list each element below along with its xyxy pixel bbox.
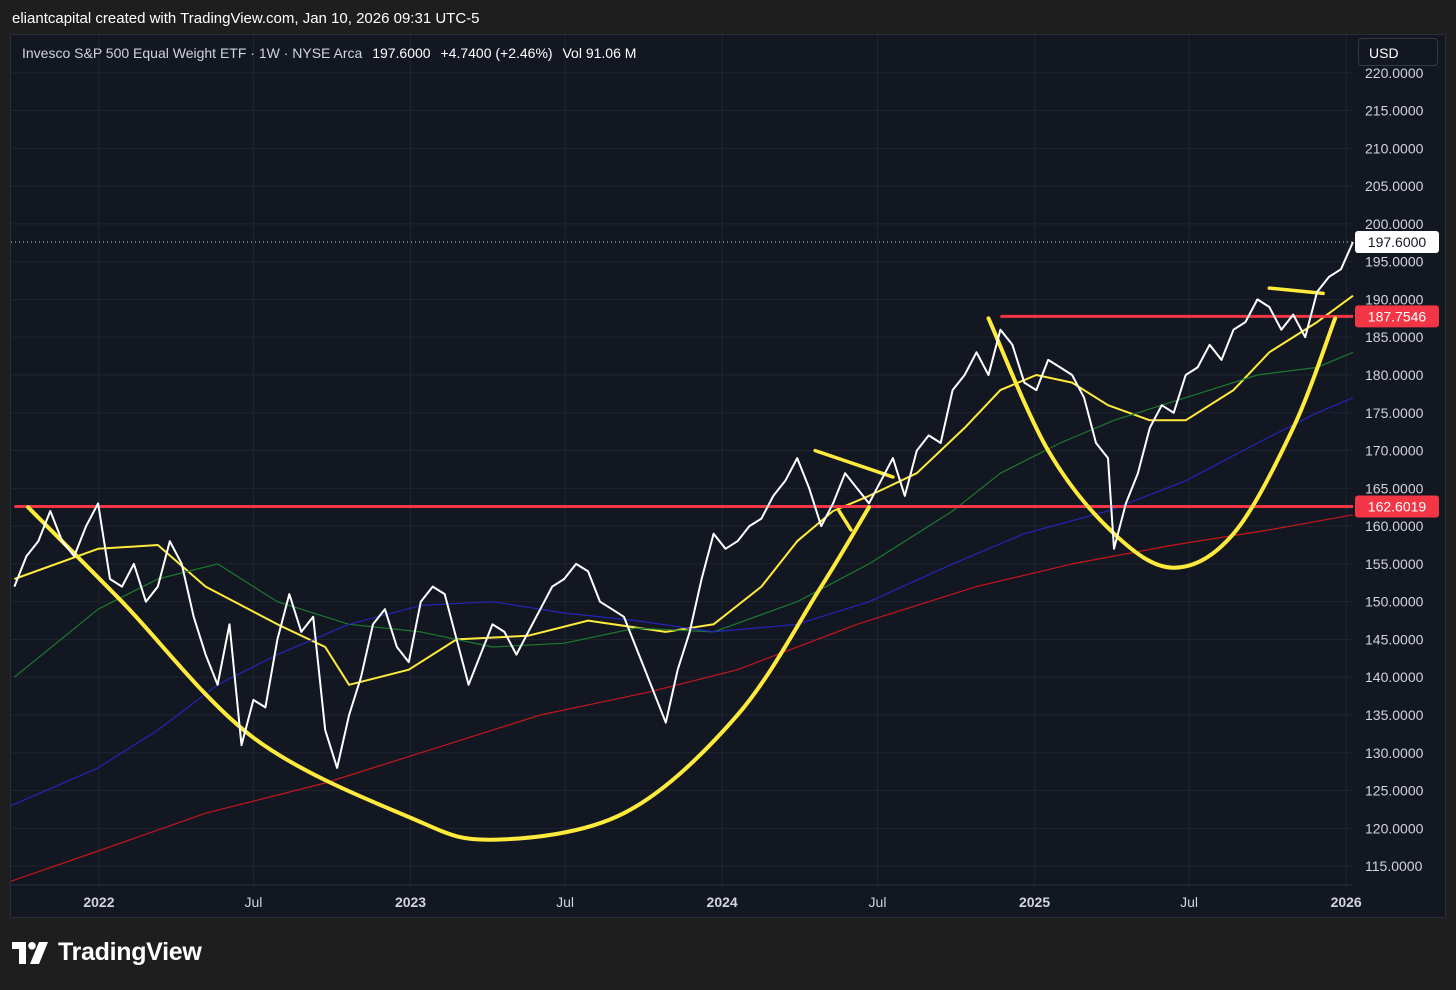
trend-segment-drawing — [1267, 286, 1325, 296]
tradingview-logo-icon — [12, 941, 48, 964]
y-tick-label: 200.0000 — [1365, 216, 1424, 232]
resistance-price-badge — [1355, 495, 1439, 518]
trend-segment-drawing — [837, 509, 853, 532]
moving-average-yellow — [14, 294, 1354, 686]
footer-brand: TradingView — [12, 938, 202, 967]
legend-change: +4.7400 (+2.46%) — [440, 45, 553, 61]
chart-caption: eliantcapital created with TradingView.c… — [12, 10, 480, 27]
x-tick-label: Jul — [869, 894, 887, 910]
tradingview-wordmark: TradingView — [58, 938, 202, 966]
x-tick-label: 2024 — [707, 894, 738, 910]
y-tick-label: 170.0000 — [1365, 443, 1424, 459]
last-price-badge — [1355, 231, 1439, 254]
y-tick-label: 145.0000 — [1365, 631, 1424, 647]
x-tick-label: 2026 — [1331, 894, 1362, 910]
y-tick-label: 215.0000 — [1365, 103, 1424, 119]
y-tick-label: 165.0000 — [1365, 480, 1424, 496]
y-tick-label: 160.0000 — [1365, 518, 1424, 534]
chart-frame[interactable]: 115.0000 120.0000 125.0000 130.0000 135.0000… — [10, 34, 1446, 918]
x-tick-label: 2023 — [395, 894, 426, 910]
y-tick-label: 115.0000 — [1365, 858, 1423, 874]
last-price-label: 197.6000 — [1368, 234, 1427, 250]
y-tick-label: 175.0000 — [1365, 405, 1424, 421]
moving-average-red — [11, 514, 1354, 882]
chart-legend: Invesco S&P 500 Equal Weight ETF · 1W · … — [22, 45, 636, 61]
x-tick-label: Jul — [244, 894, 262, 910]
moving-average-blue — [11, 397, 1354, 807]
currency-button[interactable]: USD — [1358, 38, 1438, 66]
y-tick-label: 205.0000 — [1365, 178, 1424, 194]
cup-arc-drawing — [26, 505, 871, 842]
y-tick-label: 130.0000 — [1365, 745, 1424, 761]
x-tick-label: Jul — [1180, 894, 1198, 910]
x-tick-label: 2022 — [83, 894, 114, 910]
y-tick-label: 155.0000 — [1365, 556, 1424, 572]
resistance-price-label: 187.7546 — [1368, 308, 1427, 324]
y-tick-label: 140.0000 — [1365, 669, 1424, 685]
trend-segment-drawing — [813, 448, 895, 479]
y-tick-label: 180.0000 — [1365, 367, 1424, 383]
legend-last-price: 197.6000 — [372, 45, 431, 61]
x-tick-label: 2025 — [1019, 894, 1050, 910]
y-tick-label: 190.0000 — [1365, 291, 1424, 307]
resistance-price-label: 162.6019 — [1368, 498, 1427, 514]
y-tick-label: 150.0000 — [1365, 594, 1424, 610]
price-chart[interactable]: 115.0000 120.0000 125.0000 130.0000 135.0000… — [11, 35, 1447, 919]
y-tick-label: 195.0000 — [1365, 254, 1424, 270]
x-tick-label: Jul — [556, 894, 574, 910]
y-tick-label: 125.0000 — [1365, 783, 1424, 799]
price-line — [13, 241, 1354, 769]
legend-symbol: Invesco S&P 500 Equal Weight ETF · 1W · … — [22, 45, 363, 61]
resistance-price-badge — [1355, 305, 1439, 328]
y-tick-label: 135.0000 — [1365, 707, 1424, 723]
y-tick-label: 185.0000 — [1365, 329, 1424, 345]
y-tick-label: 220.0000 — [1365, 65, 1424, 81]
y-tick-label: 210.0000 — [1365, 140, 1424, 156]
y-tick-label: 120.0000 — [1365, 820, 1424, 836]
cup-arc-drawing — [986, 316, 1338, 570]
legend-volume: Vol 91.06 M — [562, 45, 637, 61]
